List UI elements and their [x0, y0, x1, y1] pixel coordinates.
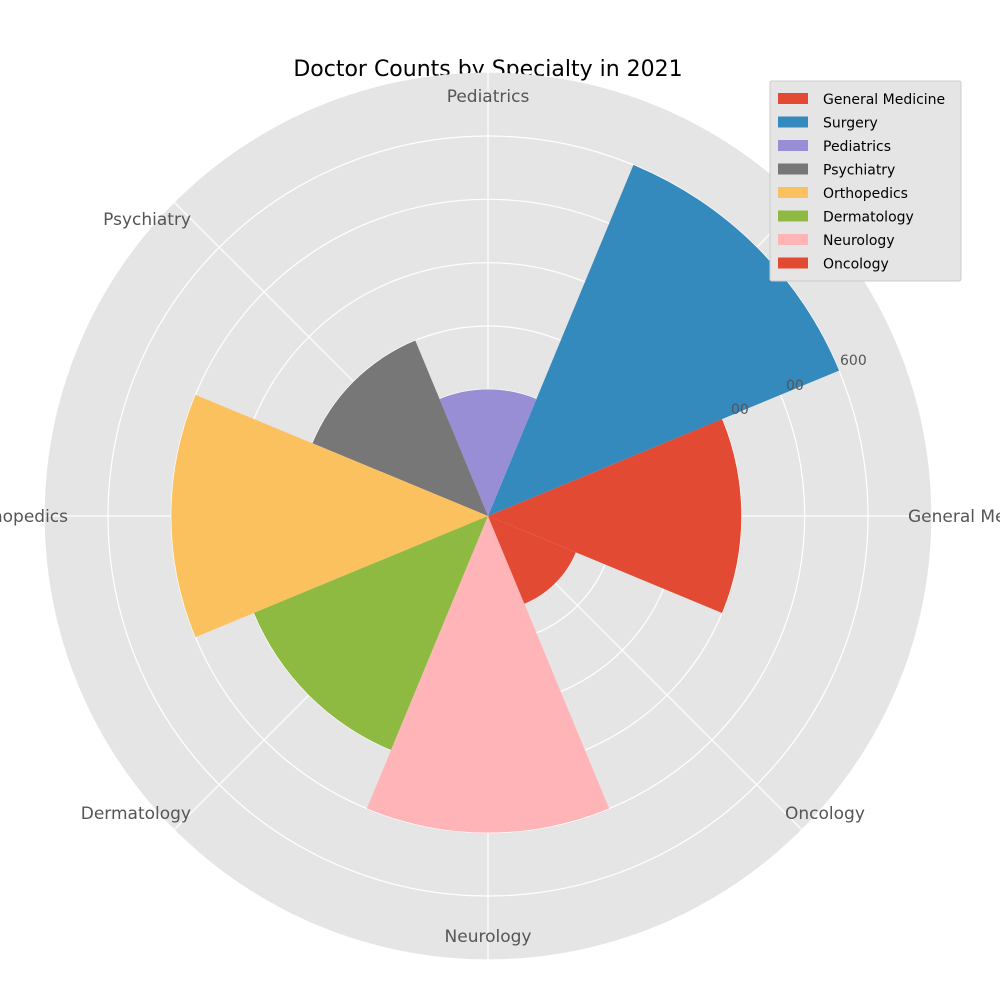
legend-swatch-orthopedics: [778, 187, 808, 198]
radial-tick-label-3: 00: [731, 402, 749, 418]
bar-neurology: [366, 516, 610, 833]
bar-orthopedics: [171, 394, 488, 638]
legend-swatch-neurology: [778, 234, 808, 245]
legend-box: [769, 80, 962, 282]
legend-label-pediatrics: Pediatrics: [823, 139, 891, 155]
category-label-psychiatry: Psychiatry: [103, 210, 191, 230]
radial-tick-label-2: 00: [786, 378, 804, 394]
bar-dermatology: [253, 516, 488, 751]
category-label-oncology: Oncology: [785, 804, 865, 824]
legend-swatch-surgery: [778, 116, 808, 128]
legend-swatch-psychiatry: [778, 163, 808, 175]
radial-tick-label-1: 600: [840, 353, 867, 369]
legend-label-oncology: Oncology: [823, 257, 889, 273]
category-label-dermatology: Dermatology: [81, 804, 191, 824]
legend-swatch-oncology: [778, 257, 808, 269]
legend-swatch-general-medicine: [778, 93, 808, 104]
bar-general-medicine: [488, 419, 742, 613]
legend-swatch-pediatrics: [778, 140, 808, 151]
legend-label-dermatology: Dermatology: [823, 210, 914, 226]
legend-swatch-dermatology: [778, 210, 808, 222]
bar-pediatrics: [439, 389, 537, 516]
legend-label-psychiatry: Psychiatry: [823, 163, 895, 179]
category-label-pediatrics: Pediatrics: [447, 87, 530, 107]
bar-psychiatry: [312, 340, 488, 516]
bar-oncology: [488, 516, 576, 604]
legend-label-general-medicine: General Medicine: [823, 92, 945, 108]
bar-surgery: [488, 164, 840, 516]
category-label-general-medicine: General Medicine: [908, 507, 1000, 527]
legend-label-surgery: Surgery: [823, 116, 878, 132]
legend-label-orthopedics: Orthopedics: [823, 186, 908, 202]
category-label-neurology: Neurology: [445, 927, 532, 947]
legend-label-neurology: Neurology: [823, 233, 895, 249]
category-label-orthopedics: Orthopedics: [0, 507, 68, 527]
